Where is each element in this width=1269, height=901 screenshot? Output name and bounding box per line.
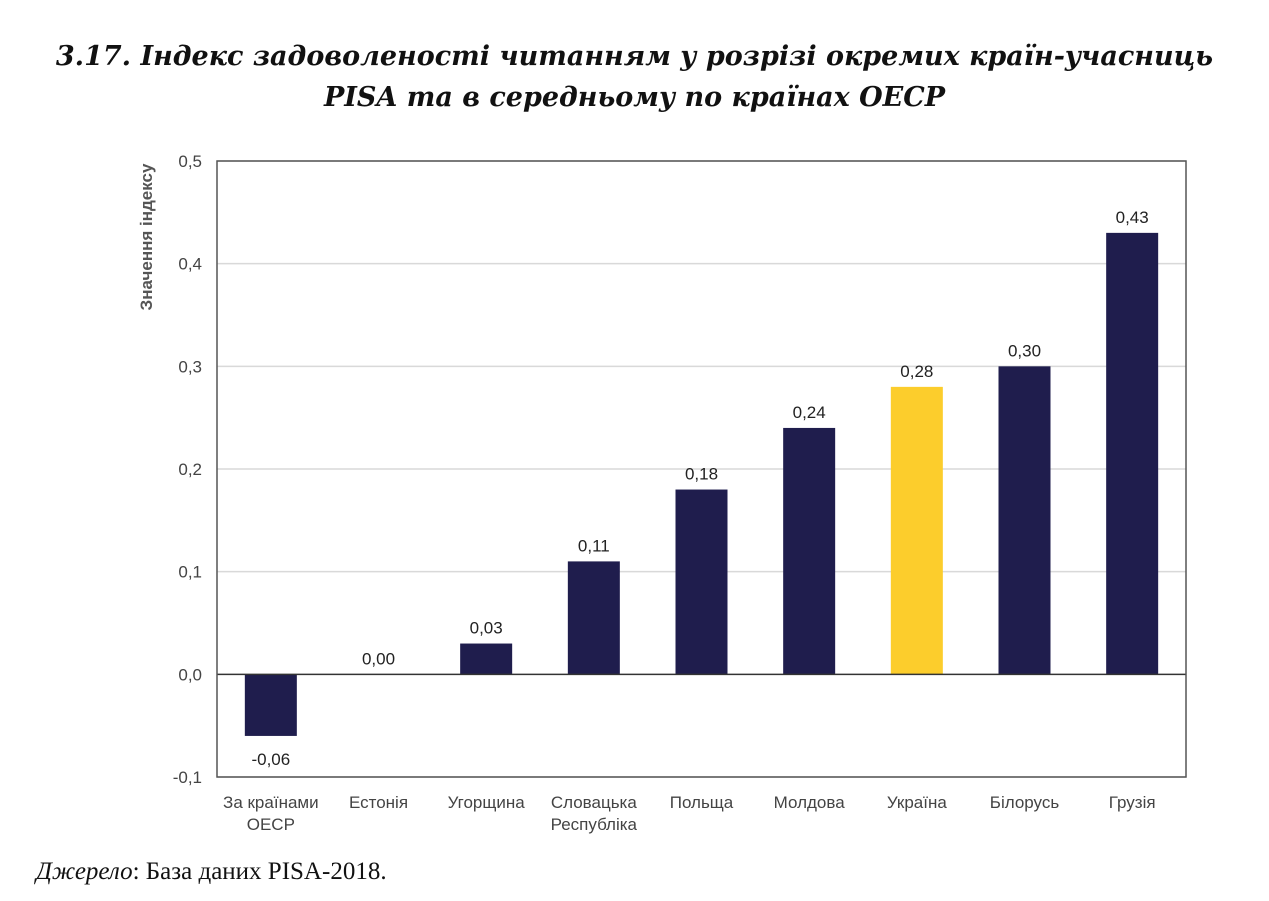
y-axis-label: Значення індексу	[137, 163, 156, 310]
category-label: Республіка	[551, 815, 638, 834]
bar	[567, 561, 620, 675]
category-label: Молдова	[774, 793, 846, 812]
bar	[998, 366, 1051, 675]
bar	[1106, 232, 1159, 675]
y-tick-label: -0,1	[173, 768, 202, 787]
y-tick-label: 0,5	[178, 152, 202, 171]
value-labels: -0,06 0,00 0,03 0,11 0,18 0,24 0,28 0,30 0,43	[251, 208, 1148, 769]
value-label: 0,00	[362, 649, 395, 668]
bar-chart: -0,1 0,0 0,1 0,2 0,3 0,4 0,5 -0,06 0,00 0,03 0,11…	[137, 152, 1187, 834]
bar	[675, 489, 728, 675]
category-label: Польща	[670, 793, 734, 812]
category-label: Україна	[887, 793, 947, 812]
value-label: 0,30	[1008, 341, 1041, 360]
value-label: 0,18	[685, 465, 718, 484]
bar	[890, 386, 943, 675]
bar	[460, 643, 513, 675]
value-label: 0,24	[793, 403, 826, 422]
value-label: 0,11	[578, 536, 610, 555]
value-label: -0,06	[251, 750, 290, 769]
y-tick-label: 0,0	[178, 665, 202, 684]
category-label: Білорусь	[990, 793, 1060, 812]
category-label: Грузія	[1109, 793, 1156, 812]
chart-title: 3.17. Індекс задоволеності читанням у ро…	[0, 36, 1269, 118]
chart-title-line-1: 3.17. Індекс задоволеності читанням у ро…	[55, 41, 1214, 72]
chart-title-line-2: PISA та в середньому по країнах ОЕСР	[323, 82, 946, 113]
bars	[244, 232, 1159, 736]
plot-border	[216, 160, 1187, 778]
category-label: За країнами	[223, 793, 319, 812]
source-note: Джерело: База даних PISA-2018.	[36, 858, 387, 886]
y-tick-label: 0,2	[178, 460, 202, 479]
value-label: 0,43	[1116, 208, 1149, 227]
source-text: : База даних PISA-2018.	[132, 858, 387, 885]
category-label: Словацька	[551, 793, 638, 812]
source-label: Джерело	[36, 858, 133, 885]
y-tick-label: 0,3	[178, 357, 202, 376]
bar	[783, 427, 836, 675]
category-label: ОЕСР	[247, 815, 295, 834]
y-tick-label: 0,4	[178, 255, 202, 274]
bar	[244, 674, 297, 736]
plot-frame	[216, 160, 1187, 778]
value-label: 0,03	[470, 619, 503, 638]
category-label: Угорщина	[448, 793, 526, 812]
y-tick-labels: -0,1 0,0 0,1 0,2 0,3 0,4 0,5	[173, 152, 202, 787]
category-labels: За країнами ОЕСР Естонія Угорщина Словацька Р…	[223, 793, 1156, 834]
y-tick-label: 0,1	[178, 563, 202, 582]
category-label: Естонія	[349, 793, 408, 812]
value-label: 0,28	[900, 362, 933, 381]
